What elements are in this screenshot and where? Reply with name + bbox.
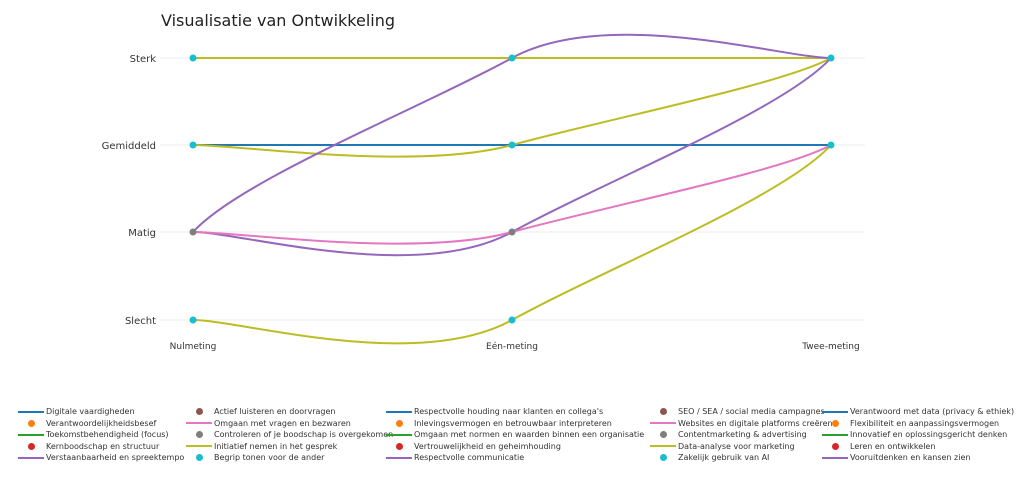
legend-marker-icon xyxy=(18,442,44,450)
legend-label: Leren en ontwikkelen xyxy=(850,441,936,451)
y-tick-label: Gemiddeld xyxy=(102,141,156,152)
legend-line-icon xyxy=(386,456,412,459)
legend-item[interactable]: Toekomstbehendigheid (focus) xyxy=(18,429,169,440)
legend-label: Digitale vaardigheden xyxy=(46,407,135,416)
legend-label: Vooruitdenken en kansen zien xyxy=(850,453,971,463)
legend-item[interactable]: Contentmarketing & advertising xyxy=(650,429,807,440)
legend-label: Omgaan met vragen en bezwaren xyxy=(214,418,351,428)
legend-line-icon xyxy=(18,456,44,459)
data-point xyxy=(508,54,516,62)
legend-label: Initiatief nemen in het gesprek xyxy=(214,441,338,451)
legend-label: Verantwoord met data (privacy & ethiek) xyxy=(850,407,1015,416)
legend-label: Innovatief en oplossingsgericht denken xyxy=(850,430,1008,440)
legend-label: SEO / SEA / social media campagnes xyxy=(678,407,825,416)
legend-line-icon xyxy=(386,410,412,413)
legend-item[interactable]: Initiatief nemen in het gesprek xyxy=(186,441,337,452)
legend: Digitale vaardigheden Verantwoordelijkhei… xyxy=(0,406,1024,476)
legend-line-icon xyxy=(186,445,212,448)
legend-item[interactable]: Data-analyse voor marketing xyxy=(650,441,795,452)
legend-item[interactable]: SEO / SEA / social media campagnes xyxy=(650,406,825,417)
legend-label: Vertrouwelijkheid en geheimhouding xyxy=(414,441,561,451)
legend-label: Controleren of je boodschap is overgekom… xyxy=(214,430,394,440)
legend-item[interactable]: Vertrouwelijkheid en geheimhouding xyxy=(386,441,561,452)
legend-label: Respectvolle communicatie xyxy=(414,453,525,463)
legend-item[interactable]: Vooruitdenken en kansen zien xyxy=(822,452,970,463)
legend-label: Contentmarketing & advertising xyxy=(678,430,807,440)
legend-label: Actief luisteren en doorvragen xyxy=(214,407,336,416)
legend-marker-icon xyxy=(186,408,212,415)
data-point xyxy=(189,316,197,324)
legend-item[interactable]: Begrip tonen voor de ander xyxy=(186,452,324,463)
legend-line-icon xyxy=(650,422,676,425)
legend-line-icon xyxy=(650,445,676,448)
legend-line-icon xyxy=(822,456,848,459)
legend-item[interactable]: Zakelijk gebruik van AI xyxy=(650,452,769,463)
legend-item[interactable]: Verantwoord met data (privacy & ethiek) xyxy=(822,406,1014,417)
x-tick-label: Twee-meting xyxy=(801,342,859,352)
legend-label: Inlevingsvermogen en betrouwbaar interpr… xyxy=(414,418,612,428)
legend-marker-icon xyxy=(18,419,44,427)
legend-label: Verstaanbaarheid en spreektempo xyxy=(46,453,185,463)
legend-line-icon xyxy=(18,433,44,436)
legend-marker-icon xyxy=(386,442,412,450)
legend-label: Zakelijk gebruik van AI xyxy=(678,453,770,463)
legend-marker-icon xyxy=(822,419,848,427)
legend-item[interactable]: Respectvolle communicatie xyxy=(386,452,524,463)
legend-line-icon xyxy=(386,433,412,436)
legend-marker-icon xyxy=(650,431,676,439)
legend-item[interactable]: Inlevingsvermogen en betrouwbaar interpr… xyxy=(386,418,612,429)
legend-line-icon xyxy=(18,410,44,413)
legend-label: Toekomstbehendigheid (focus) xyxy=(46,430,169,440)
legend-marker-icon xyxy=(822,442,848,450)
legend-item[interactable]: Actief luisteren en doorvragen xyxy=(186,406,335,417)
legend-marker-icon xyxy=(186,454,212,462)
legend-item[interactable]: Omgaan met vragen en bezwaren xyxy=(186,418,351,429)
series-line xyxy=(192,33,832,233)
legend-marker-icon xyxy=(650,408,676,415)
x-tick-label: Nulmeting xyxy=(170,342,217,352)
x-tick-label: Eén-meting xyxy=(486,341,538,352)
legend-label: Verantwoordelijkheidsbesef xyxy=(46,418,157,428)
legend-label: Kernboodschap en structuur xyxy=(46,441,160,451)
chart-title: Visualisatie van Ontwikkeling xyxy=(161,11,396,30)
legend-marker-icon xyxy=(186,431,212,439)
data-point xyxy=(508,141,516,149)
legend-item[interactable]: Innovatief en oplossingsgericht denken xyxy=(822,429,1007,440)
data-point xyxy=(189,141,197,149)
series-line xyxy=(192,57,832,257)
legend-item[interactable]: Verstaanbaarheid en spreektempo xyxy=(18,452,184,463)
plot-area: Slecht Matig Gemiddeld Sterk Nulmeting Eén-me… xyxy=(102,33,865,352)
legend-label: Omgaan met normen en waarden binnen een … xyxy=(414,430,645,440)
legend-item[interactable]: Controleren of je boodschap is overgekom… xyxy=(186,429,393,440)
legend-marker-icon xyxy=(386,419,412,427)
legend-label: Respectvolle houding naar klanten en col… xyxy=(414,407,604,416)
data-point xyxy=(827,54,835,62)
y-tick-label: Slecht xyxy=(125,316,156,327)
data-point xyxy=(189,228,197,236)
legend-marker-icon xyxy=(650,454,676,462)
legend-item[interactable]: Flexibiliteit en aanpassingsvermogen xyxy=(822,418,999,429)
legend-line-icon xyxy=(822,410,848,413)
legend-item[interactable]: Respectvolle houding naar klanten en col… xyxy=(386,406,603,417)
legend-item[interactable]: Digitale vaardigheden xyxy=(18,406,135,417)
legend-label: Begrip tonen voor de ander xyxy=(214,453,325,463)
y-tick-label: Sterk xyxy=(130,54,157,65)
legend-line-icon xyxy=(822,433,848,436)
data-point xyxy=(827,141,835,149)
legend-label: Flexibiliteit en aanpassingsvermogen xyxy=(850,418,1000,428)
legend-label: Data-analyse voor marketing xyxy=(678,441,795,451)
legend-item[interactable]: Omgaan met normen en waarden binnen een … xyxy=(386,429,644,440)
legend-label: Websites en digitale platforms creëren xyxy=(678,418,833,428)
legend-item[interactable]: Verantwoordelijkheidsbesef xyxy=(18,418,156,429)
legend-item[interactable]: Kernboodschap en structuur xyxy=(18,441,159,452)
data-point xyxy=(508,316,516,324)
legend-item[interactable]: Leren en ontwikkelen xyxy=(822,441,935,452)
series-line xyxy=(192,144,832,345)
legend-item[interactable]: Websites en digitale platforms creëren xyxy=(650,418,833,429)
data-point xyxy=(508,228,516,236)
y-tick-label: Matig xyxy=(128,228,156,239)
data-point xyxy=(189,54,197,62)
legend-line-icon xyxy=(186,422,212,425)
